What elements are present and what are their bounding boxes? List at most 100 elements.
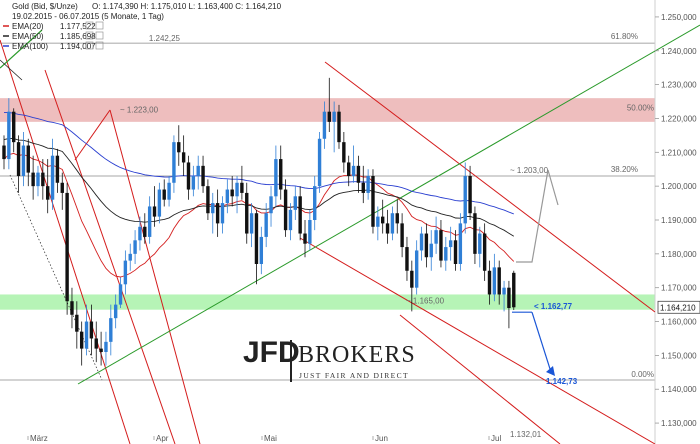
candle-body bbox=[240, 182, 244, 193]
candle bbox=[230, 176, 234, 207]
ema20-line bbox=[3, 152, 515, 278]
channel-line-3 bbox=[74, 109, 111, 161]
candle-body bbox=[478, 233, 482, 254]
candle-body bbox=[303, 233, 307, 244]
candle bbox=[162, 179, 166, 207]
candle bbox=[99, 331, 103, 366]
candle bbox=[7, 98, 11, 170]
candle-body bbox=[269, 196, 273, 214]
candle bbox=[298, 186, 302, 241]
candles-layer bbox=[2, 77, 516, 366]
candle-body bbox=[279, 159, 283, 190]
candle bbox=[444, 236, 448, 271]
legend-settings-icon bbox=[85, 31, 94, 40]
candle-body bbox=[298, 196, 302, 234]
candle bbox=[50, 138, 55, 210]
legend-close-icon bbox=[95, 41, 104, 50]
candle-body bbox=[118, 284, 123, 305]
legend-name: EMA(50) bbox=[12, 32, 44, 41]
instrument-title: Gold (Bid, $/Unze) bbox=[12, 2, 78, 11]
legend-settings-icon bbox=[85, 41, 94, 50]
candle-body bbox=[492, 267, 497, 295]
candle-body bbox=[308, 220, 312, 244]
candle bbox=[249, 203, 254, 248]
annotations-layer: 61.80% 1.242,25 ~ 1.223,00 50.00% ~ 1.203,00… bbox=[120, 32, 654, 439]
chart-header: Gold (Bid, $/Unze) O: 1.174,390 H: 1.175… bbox=[12, 2, 282, 21]
candle-body bbox=[109, 318, 113, 342]
candle-body bbox=[65, 192, 69, 302]
candle bbox=[215, 189, 220, 237]
candle-body bbox=[249, 213, 254, 234]
candle bbox=[366, 169, 370, 200]
candle-body bbox=[463, 176, 467, 224]
candle bbox=[177, 125, 181, 166]
candle-body bbox=[162, 189, 166, 200]
current-price-label: 1.164,210 bbox=[660, 303, 696, 312]
candle bbox=[507, 280, 511, 329]
y-tick-label: 1.210,000 bbox=[661, 148, 697, 157]
candle bbox=[410, 260, 414, 312]
candle-body bbox=[380, 216, 385, 224]
channel-line-2 bbox=[44, 69, 176, 444]
candle bbox=[104, 331, 108, 366]
candle-body bbox=[313, 186, 317, 220]
candle-body bbox=[444, 247, 448, 261]
candle bbox=[147, 196, 152, 244]
candle bbox=[458, 213, 463, 271]
legend-name: EMA(20) bbox=[12, 22, 44, 31]
candle bbox=[322, 101, 327, 149]
candle bbox=[512, 270, 516, 311]
candle bbox=[317, 132, 322, 193]
candle-body bbox=[502, 287, 506, 295]
candle-body bbox=[167, 182, 171, 200]
candle-body bbox=[2, 145, 6, 160]
candle-body bbox=[395, 213, 399, 224]
y-tick-label: 1.160,000 bbox=[661, 318, 697, 327]
candle-body bbox=[453, 240, 458, 264]
candle-body bbox=[55, 155, 60, 183]
candle-body bbox=[512, 272, 516, 308]
candle bbox=[269, 186, 273, 227]
candle-body bbox=[138, 226, 142, 241]
candle-body bbox=[7, 111, 11, 160]
candle bbox=[487, 260, 492, 305]
candle bbox=[21, 132, 26, 187]
target-arrow-shaft bbox=[531, 311, 551, 370]
candle-body bbox=[12, 111, 16, 143]
legend-close-icon bbox=[95, 21, 104, 30]
candle-body bbox=[211, 203, 215, 214]
candle bbox=[439, 220, 443, 268]
candle-body bbox=[283, 189, 288, 231]
candle bbox=[70, 287, 74, 329]
candle bbox=[371, 169, 375, 234]
candle-body bbox=[327, 111, 331, 122]
candle bbox=[84, 304, 89, 356]
y-tick-label: 1.130,000 bbox=[661, 419, 697, 428]
candle-body bbox=[196, 165, 200, 176]
candle bbox=[351, 145, 356, 183]
candle bbox=[448, 226, 453, 261]
candle-body bbox=[152, 206, 157, 217]
uptrend-line bbox=[77, 24, 700, 385]
candle bbox=[332, 101, 336, 153]
candle bbox=[337, 104, 341, 149]
level-1203-label: ~ 1.203,00 bbox=[510, 166, 549, 175]
candle bbox=[89, 304, 94, 356]
legend-settings-icon bbox=[85, 21, 94, 30]
candle-body bbox=[84, 321, 89, 349]
candle-body bbox=[21, 145, 26, 176]
candle bbox=[138, 216, 142, 251]
y-tick-label: 1.140,000 bbox=[661, 385, 697, 394]
candle bbox=[380, 199, 385, 234]
candle-body bbox=[99, 348, 103, 352]
candle-body bbox=[128, 253, 132, 261]
candle-body bbox=[448, 240, 453, 248]
candle bbox=[65, 182, 69, 315]
candle-body bbox=[60, 182, 64, 193]
candle-body bbox=[31, 172, 35, 187]
candle-body bbox=[172, 142, 176, 183]
candle bbox=[245, 182, 249, 244]
candle-body bbox=[89, 321, 94, 339]
level-1165-label: ~ 1.165,00 bbox=[406, 297, 445, 306]
